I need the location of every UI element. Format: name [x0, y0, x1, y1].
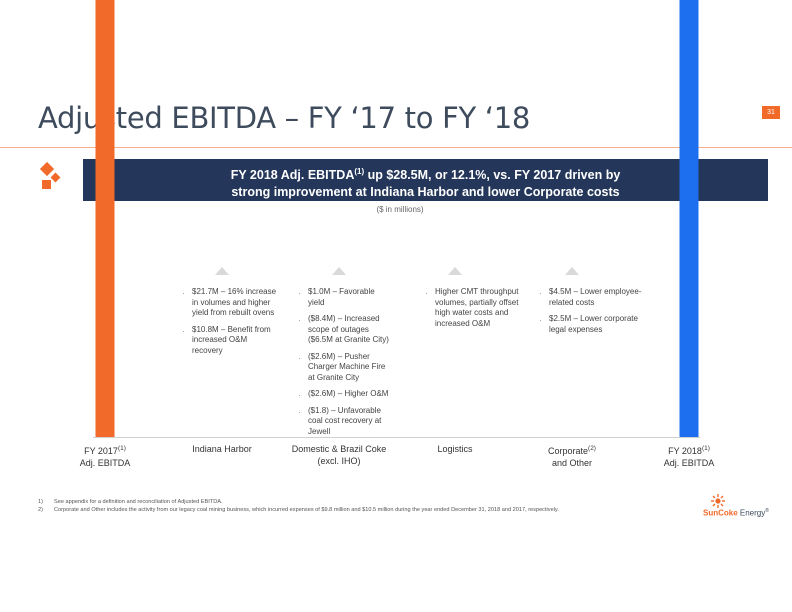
category-subname: and Other: [551, 458, 593, 468]
category-name: Domestic & Brazil Coke: [291, 444, 387, 454]
category-name: FY 2018: [668, 446, 702, 456]
banner-line-1b: up $28.5M, or 12.1%, vs. FY 2017 driven …: [364, 168, 621, 183]
driver-item: $10.8M – Benefit from increased O&M reco…: [192, 325, 277, 357]
brand-name: SunCoke Energy®: [703, 508, 769, 518]
category-subname: Adj. EBITDA: [79, 458, 131, 468]
logo-mark-icon: [39, 161, 61, 189]
bar-6: [679, 0, 699, 437]
driver-list-4: Higher CMT throughput volumes, partially…: [425, 287, 520, 335]
bar-1: [95, 0, 115, 438]
driver-marker-2: [215, 267, 229, 275]
category-label-1: FY 2017(1) Adj. EBITDA: [50, 443, 160, 469]
driver-item: Higher CMT throughput volumes, partially…: [435, 287, 520, 329]
driver-item: $2.5M – Lower corporate legal expenses: [549, 314, 644, 335]
page-title: Adjusted EBITDA – FY ‘17 to FY ‘18: [38, 101, 531, 135]
driver-item: $21.7M – 16% increase in volumes and hig…: [192, 287, 277, 319]
category-label-6: FY 2018(1) Adj. EBITDA: [634, 443, 744, 469]
banner-line-2: strong improvement at Indiana Harbor and…: [231, 185, 620, 200]
driver-item: ($2.6M) – Higher O&M: [308, 389, 393, 400]
chart-units: ($ in millions): [376, 205, 424, 214]
driver-item: $1.0M – Favorable yield: [308, 287, 393, 308]
driver-marker-5: [565, 267, 579, 275]
driver-item: ($8.4M) – Increased scope of outages ($6…: [308, 314, 393, 346]
category-name: Logistics: [437, 444, 473, 454]
driver-item: ($1.8) – Unfavorable coal cost recovery …: [308, 406, 393, 438]
sun-icon: [711, 494, 725, 508]
headline-banner: FY 2018 Adj. EBITDA(1) up $28.5M, or 12.…: [83, 159, 768, 201]
driver-list-3: $1.0M – Favorable yield ($8.4M) – Increas…: [298, 287, 393, 443]
category-label-4: Logistics: [400, 443, 510, 455]
category-label-2: Indiana Harbor: [167, 443, 277, 455]
page-number: 31: [762, 106, 780, 119]
category-footnote-ref: (2): [588, 445, 596, 452]
driver-marker-4: [448, 267, 462, 275]
category-footnote-ref: (1): [117, 445, 126, 452]
category-label-5: Corporate(2) and Other: [517, 443, 627, 469]
footnotes: 1) See appendix for a definition and reco…: [38, 497, 559, 515]
driver-item: $4.5M – Lower employee-related costs: [549, 287, 644, 308]
company-logo: SunCoke Energy®: [703, 494, 775, 520]
category-subname: (excl. IHO): [317, 456, 361, 466]
driver-list-5: $4.5M – Lower employee-related costs $2.5…: [539, 287, 644, 341]
driver-list-2: $21.7M – 16% increase in volumes and hig…: [182, 287, 277, 362]
category-name: FY 2017: [84, 446, 118, 456]
banner-line-1: FY 2018 Adj. EBITDA(1) up $28.5M, or 12.…: [83, 163, 768, 184]
footnote-2: 2) Corporate and Other includes the activ…: [38, 507, 559, 513]
banner-footnote-ref: (1): [354, 167, 365, 176]
driver-item: ($2.6M) – Pusher Charger Machine Fire at…: [308, 352, 393, 384]
category-label-3: Domestic & Brazil Coke (excl. IHO): [284, 443, 394, 467]
category-name: Corporate: [548, 446, 589, 456]
title-divider: [0, 147, 792, 148]
banner-line-1a: FY 2018 Adj. EBITDA: [230, 168, 355, 183]
footnote-1: 1) See appendix for a definition and reco…: [38, 499, 223, 505]
category-subname: Adj. EBITDA: [663, 458, 715, 468]
category-footnote-ref: (1): [701, 445, 710, 452]
category-name: Indiana Harbor: [192, 444, 252, 454]
driver-marker-3: [332, 267, 346, 275]
